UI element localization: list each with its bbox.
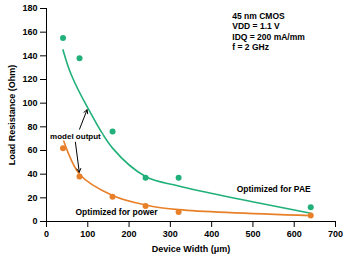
svg-text:model output: model output [50, 132, 101, 141]
svg-text:700: 700 [328, 229, 343, 239]
svg-text:100: 100 [22, 98, 37, 108]
svg-text:400: 400 [204, 229, 219, 239]
svg-text:60: 60 [27, 145, 37, 155]
svg-text:80: 80 [27, 122, 37, 132]
svg-text:500: 500 [245, 229, 260, 239]
svg-text:45 nm CMOSVDD = 1.1 VIDQ = 200: 45 nm CMOSVDD = 1.1 VIDQ = 200 mA/mmf = … [232, 11, 305, 52]
svg-text:40: 40 [27, 169, 37, 179]
svg-text:100: 100 [80, 229, 95, 239]
svg-text:0: 0 [44, 229, 49, 239]
svg-text:180: 180 [22, 3, 37, 13]
svg-text:Load Resistance (Ohm): Load Resistance (Ohm) [7, 65, 17, 166]
svg-text:Optimized for power: Optimized for power [75, 207, 158, 217]
svg-text:600: 600 [287, 229, 302, 239]
svg-text:Optimized for PAE: Optimized for PAE [237, 184, 311, 194]
svg-text:200: 200 [122, 229, 137, 239]
svg-text:0: 0 [32, 216, 37, 226]
svg-text:160: 160 [22, 27, 37, 37]
svg-text:300: 300 [163, 229, 178, 239]
svg-text:20: 20 [27, 193, 37, 203]
svg-text:140: 140 [22, 51, 37, 61]
svg-text:Device Width (μm): Device Width (μm) [152, 244, 230, 254]
svg-text:120: 120 [22, 74, 37, 84]
